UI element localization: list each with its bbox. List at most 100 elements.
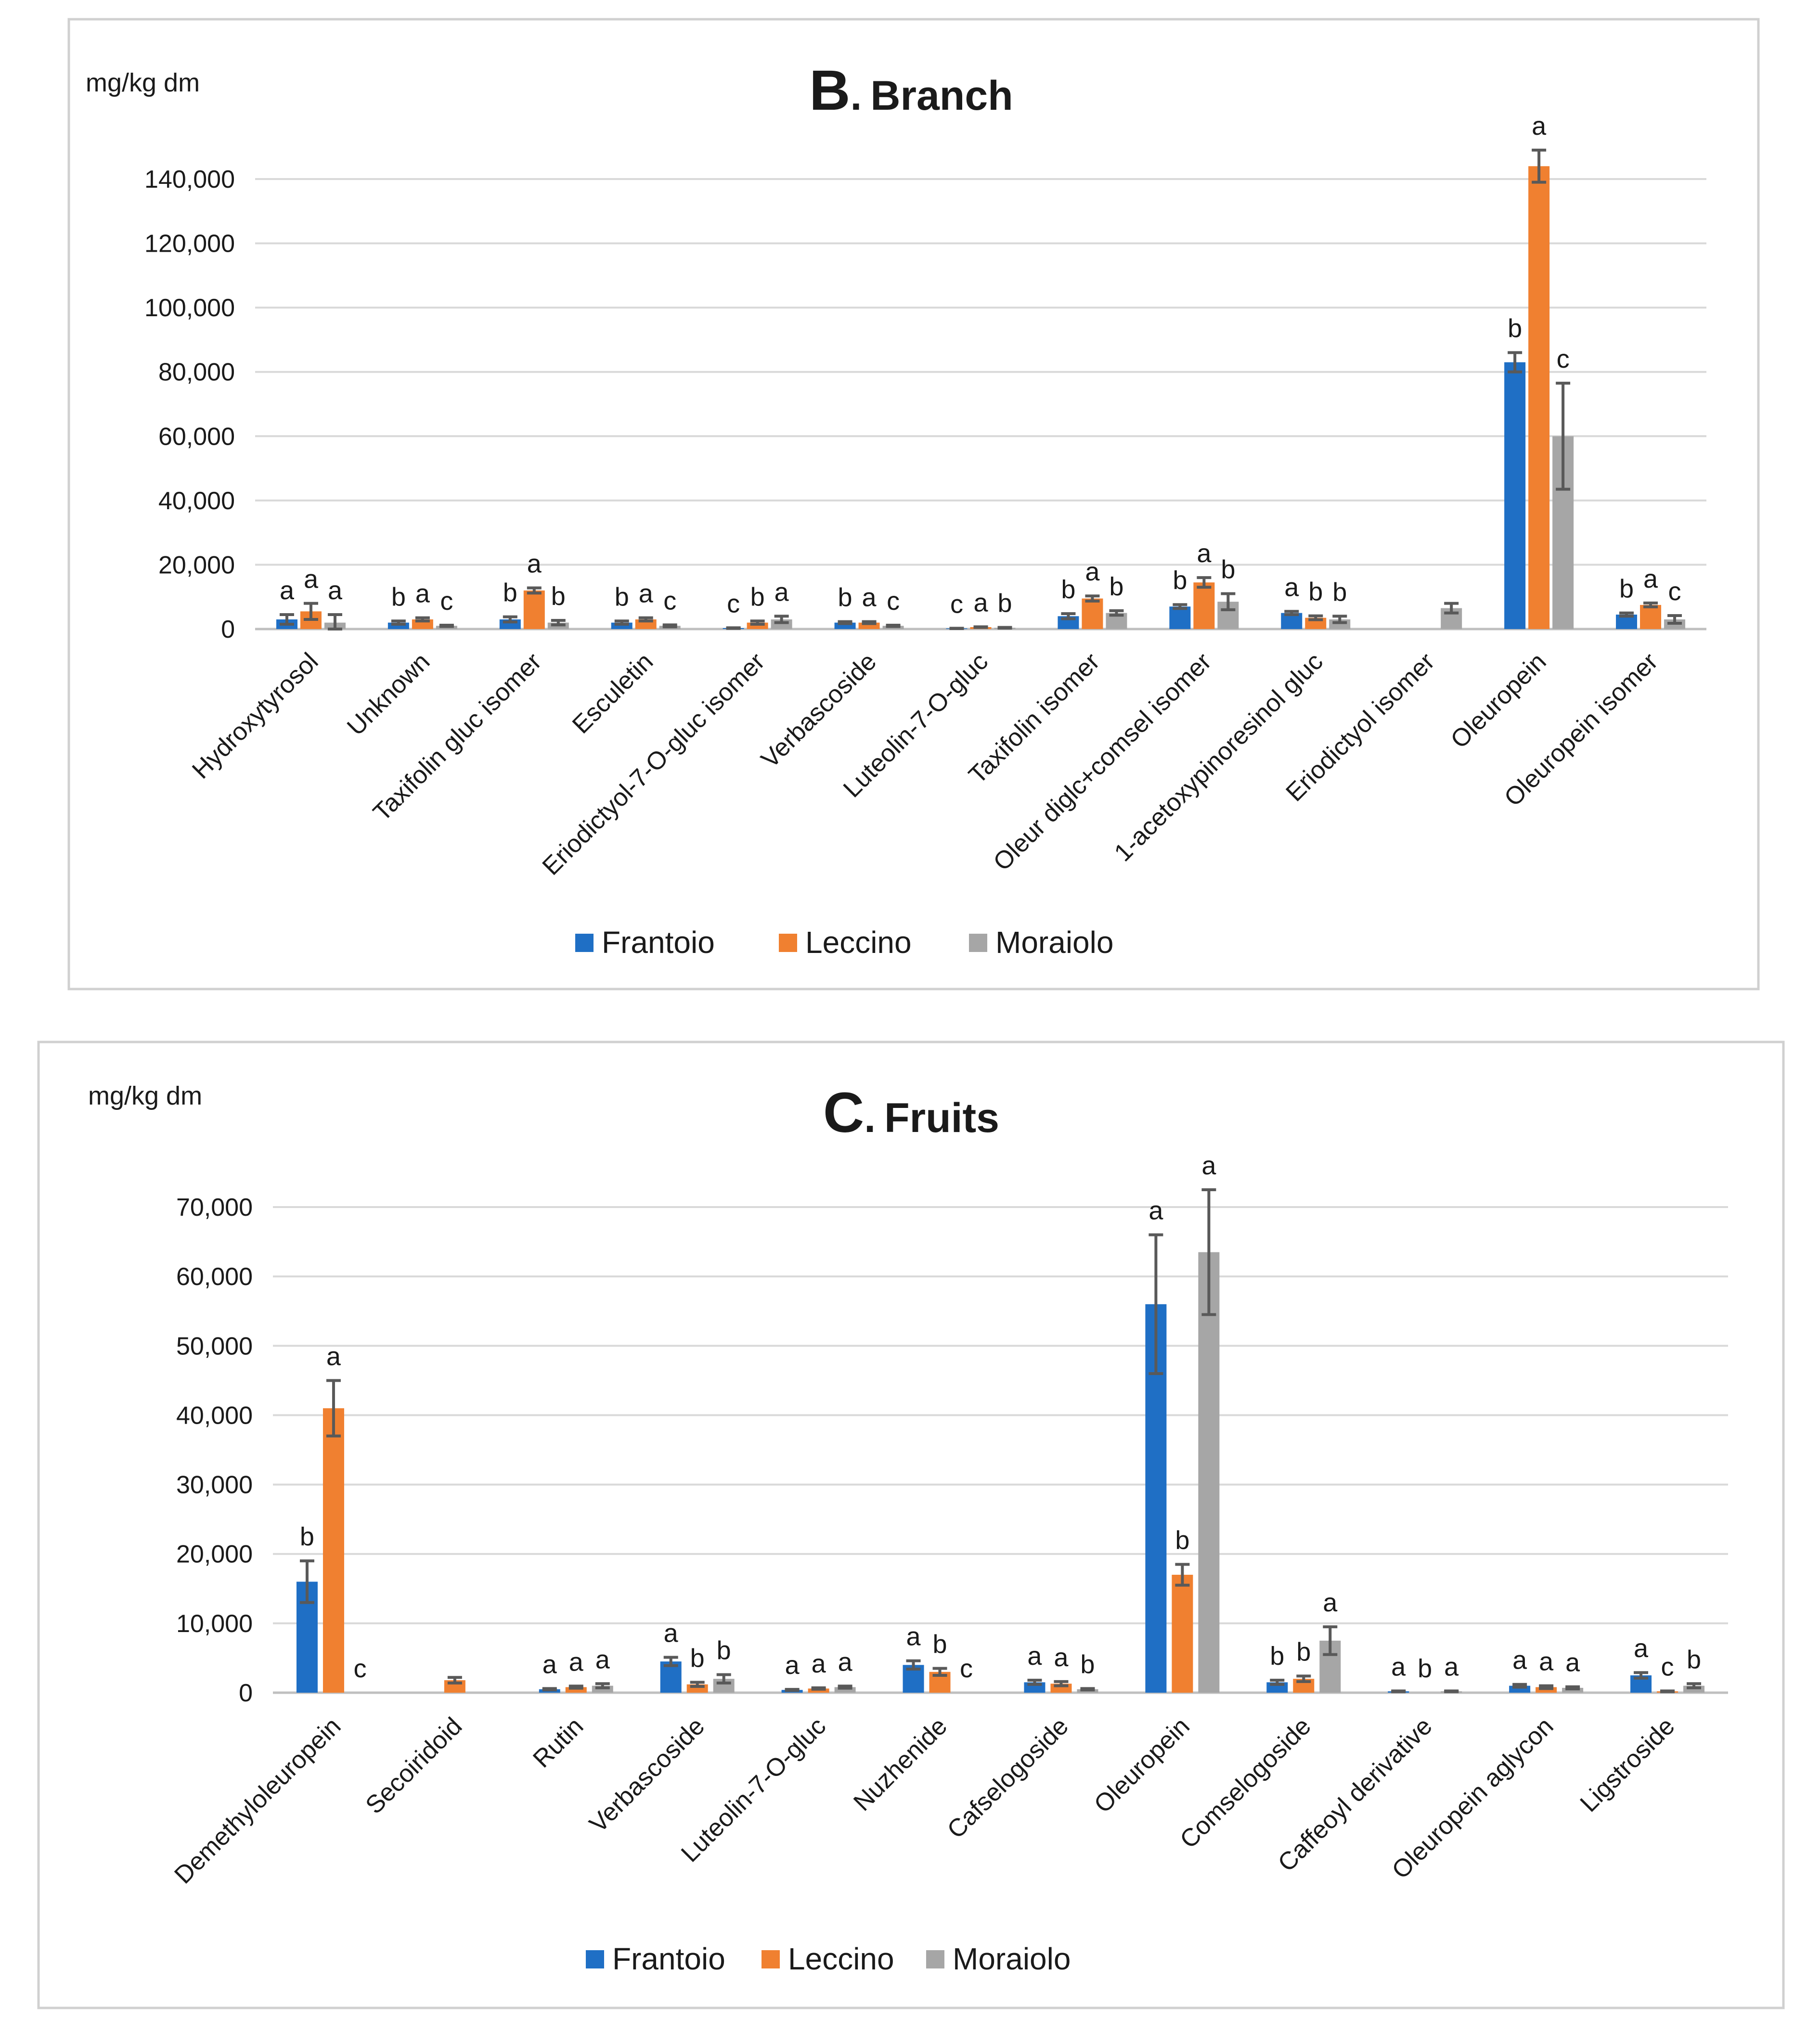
- fruits-y-tick-label: 20,000: [176, 1541, 253, 1569]
- fruits-significance-letter-moraiolo-cafselogoside: b: [1080, 1650, 1095, 1679]
- fruits-legend-swatch-moraiolo: [926, 1950, 944, 1968]
- fruits-y-tick-label: 10,000: [176, 1610, 253, 1638]
- branch-y-tick-label: 80,000: [158, 359, 235, 386]
- fruits-significance-letter-leccino-oleuropein: b: [1175, 1526, 1189, 1555]
- branch-significance-letter-leccino-oleuropein-isomer: a: [1643, 565, 1658, 593]
- fruits-significance-letter-moraiolo-oleuropein-aglycon: a: [1565, 1648, 1580, 1677]
- fruits-significance-letter-moraiolo-rutin: a: [595, 1645, 610, 1674]
- branch-significance-letter-leccino-eriodictyol-7-o-gluc-isomer: b: [750, 582, 765, 611]
- fruits-legend-label-frantoio: Frantoio: [612, 1942, 725, 1976]
- fruits-significance-letter-frantoio-verbascoside: a: [664, 1619, 679, 1647]
- fruits-bar-leccino-rutin: [565, 1687, 587, 1693]
- branch-significance-letter-frantoio-taxifolin-gluc-isomer: b: [503, 579, 517, 607]
- branch-significance-letter-moraiolo-luteolin-7-o-gluc: b: [997, 589, 1012, 618]
- branch-significance-letter-moraiolo-unknown: c: [440, 587, 453, 616]
- branch-legend-swatch-leccino: [779, 934, 797, 952]
- branch-significance-letter-leccino-hydroxytyrosol: a: [304, 565, 319, 594]
- branch-significance-letter-frantoio-eriodictyol-7-o-gluc-isomer: c: [727, 589, 740, 618]
- branch-significance-letter-frantoio-taxifolin-isomer: b: [1061, 575, 1075, 604]
- branch-legend-label-leccino: Leccino: [805, 925, 912, 960]
- branch-panel-frame: [67, 18, 1760, 990]
- fruits-y-tick-label: 30,000: [176, 1471, 253, 1499]
- fruits-y-tick-label: 0: [239, 1679, 253, 1707]
- branch-bar-leccino-taxifolin-gluc-isomer: [523, 590, 545, 629]
- branch-significance-letter-leccino-taxifolin-isomer: a: [1085, 557, 1100, 586]
- fruits-bar-moraiolo-luteolin-7-o-gluc: [834, 1687, 856, 1693]
- branch-legend: Frantoio Leccino Moraiolo: [575, 925, 1113, 960]
- fruits-significance-letter-frantoio-comselogoside: b: [1270, 1642, 1284, 1671]
- fruits-y-tick-label: 70,000: [176, 1194, 253, 1222]
- fruits-bar-leccino-demethyloleuropein: [323, 1408, 344, 1693]
- branch-significance-letter-frantoio-esculetin: b: [615, 582, 629, 611]
- fruits-legend-label-moraiolo: Moraiolo: [953, 1942, 1071, 1976]
- fruits-bar-leccino-oleuropein: [1172, 1574, 1193, 1693]
- fruits-y-tick-label: 60,000: [176, 1263, 253, 1291]
- branch-significance-letter-frantoio-oleuropein-isomer: b: [1619, 575, 1634, 604]
- fruits-title-text: Fruits: [884, 1095, 999, 1141]
- branch-bar-frantoio-oleur-diglc-comsel-isomer: [1169, 606, 1191, 629]
- branch-y-tick-label: 120,000: [144, 230, 235, 258]
- fruits-legend-swatch-frantoio: [586, 1950, 604, 1968]
- branch-chart-panel: mg/kg dm B. Branch 0 20,000 40,000 60,000 80,…: [67, 18, 1760, 990]
- fruits-significance-letter-leccino-verbascoside: b: [690, 1644, 705, 1672]
- fruits-significance-letter-frantoio-nuzhenide: a: [906, 1622, 921, 1651]
- branch-significance-letter-frantoio-unknown: b: [391, 582, 406, 611]
- branch-significance-letter-moraiolo-verbascoside: c: [887, 587, 900, 616]
- fruits-bar-moraiolo-oleuropein: [1198, 1252, 1220, 1693]
- fruits-title-dot: .: [864, 1095, 876, 1141]
- branch-bar-leccino-oleur-diglc-comsel-isomer: [1193, 582, 1215, 629]
- fruits-significance-letter-leccino-ligstroside: c: [1661, 1652, 1674, 1681]
- branch-legend-label-frantoio: Frantoio: [602, 925, 715, 960]
- fruits-significance-letter-moraiolo-verbascoside: b: [717, 1636, 731, 1665]
- fruits-significance-letter-moraiolo-nuzhenide: c: [960, 1654, 973, 1683]
- fruits-y-tick-label: 40,000: [176, 1402, 253, 1429]
- branch-significance-letter-moraiolo-eriodictyol-7-o-gluc-isomer: a: [774, 578, 789, 606]
- fruits-significance-letter-leccino-rutin: a: [569, 1647, 584, 1676]
- fruits-chart-title: C. Fruits: [823, 1081, 999, 1145]
- fruits-legend: Frantoio Leccino Moraiolo: [586, 1942, 1071, 1976]
- branch-y-tick-label: 100,000: [144, 294, 235, 322]
- fruits-chart-panel: mg/kg dm C. Fruits 0 10,000 20,000 30,000 40,…: [37, 1041, 1785, 2009]
- fruits-significance-letter-frantoio-oleuropein-aglycon: a: [1512, 1646, 1527, 1675]
- fruits-legend-label-leccino: Leccino: [788, 1942, 894, 1976]
- fruits-gridlines: [273, 1206, 1728, 1694]
- fruits-significance-letter-moraiolo-demethyloleuropein: c: [353, 1654, 366, 1683]
- branch-significance-letter-frantoio-oleuropein: b: [1508, 314, 1522, 343]
- branch-significance-letter-moraiolo-esculetin: c: [663, 586, 676, 615]
- fruits-significance-letter-moraiolo-caffeoyl-derivative: a: [1444, 1652, 1459, 1681]
- branch-legend-swatch-moraiolo: [969, 934, 987, 952]
- branch-significance-letter-leccino-luteolin-7-o-gluc: a: [973, 588, 988, 617]
- fruits-significance-letter-moraiolo-comselogoside: a: [1323, 1588, 1338, 1617]
- branch-title-letter: B: [809, 59, 850, 122]
- fruits-significance-letter-leccino-nuzhenide: b: [933, 1630, 947, 1659]
- fruits-significance-letter-leccino-oleuropein-aglycon: a: [1539, 1647, 1554, 1676]
- fruits-significance-letter-frantoio-oleuropein: a: [1149, 1196, 1163, 1225]
- branch-significance-letter-leccino-esculetin: a: [639, 579, 654, 608]
- fruits-significance-letter-leccino-cafselogoside: a: [1054, 1643, 1069, 1672]
- branch-bar-leccino-oleuropein: [1528, 166, 1550, 629]
- fruits-significance-letter-frantoio-demethyloleuropein: b: [300, 1522, 314, 1551]
- branch-legend-label-moraiolo: Moraiolo: [995, 925, 1113, 960]
- fruits-y-axis-ticks: 0 10,000 20,000 30,000 40,000 50,000 60,000 70,…: [176, 1194, 253, 1707]
- branch-y-tick-label: 140,000: [144, 166, 235, 193]
- branch-significance-letter-leccino-unknown: a: [415, 579, 430, 608]
- fruits-legend-swatch-leccino: [762, 1950, 780, 1968]
- fruits-significance-letter-frantoio-rutin: a: [542, 1650, 557, 1679]
- fruits-significance-letter-frantoio-caffeoyl-derivative: a: [1391, 1652, 1406, 1681]
- branch-significance-letter-moraiolo-taxifolin-isomer: b: [1109, 572, 1123, 601]
- branch-y-tick-label: 0: [221, 616, 235, 643]
- branch-significance-letter-moraiolo-taxifolin-gluc-isomer: b: [551, 582, 566, 611]
- branch-title-dot: .: [851, 73, 862, 119]
- fruits-significance-letter-frantoio-luteolin-7-o-gluc: a: [785, 1651, 800, 1680]
- branch-significance-letter-moraiolo-oleur-diglc-comsel-isomer: b: [1221, 555, 1235, 584]
- fruits-significance-letter-leccino-comselogoside: b: [1296, 1637, 1311, 1666]
- branch-significance-letter-moraiolo-1-acetoxypinoresinol-gluc: b: [1332, 578, 1347, 606]
- branch-bar-leccino-taxifolin-isomer: [1082, 598, 1103, 629]
- fruits-significance-letter-leccino-caffeoyl-derivative: b: [1418, 1654, 1432, 1683]
- fruits-significance-letter-moraiolo-oleuropein: a: [1201, 1151, 1216, 1180]
- branch-significance-letter-frantoio-hydroxytyrosol: a: [280, 576, 295, 605]
- fruits-y-tick-label: 50,000: [176, 1332, 253, 1360]
